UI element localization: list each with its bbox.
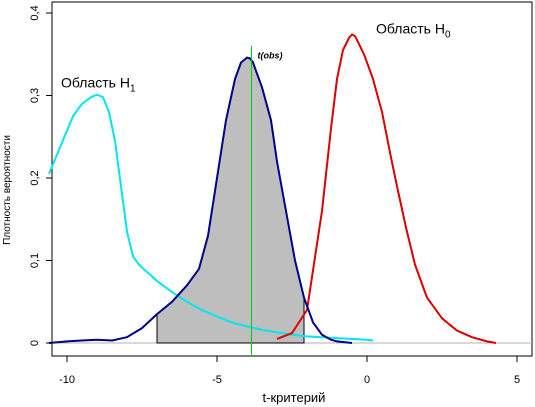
series-line-h0 xyxy=(276,33,497,344)
plot-frame xyxy=(51,1,533,357)
x-tick-label: -10 xyxy=(59,374,75,386)
y-tick-label: 0 xyxy=(29,340,41,346)
region-label-h0: Область H0 xyxy=(376,21,451,41)
x-tick-label: 0 xyxy=(364,374,370,386)
region-label-h1: Область H1 xyxy=(61,74,136,94)
y-axis-label: Плотность вероятности xyxy=(2,135,13,245)
y-tick-label: 0,3 xyxy=(29,88,41,103)
x-axis-label: t-критерий xyxy=(263,390,326,405)
x-tick-label: -5 xyxy=(212,374,222,386)
y-tick-label: 0,1 xyxy=(29,253,41,268)
y-tick-label: 0,4 xyxy=(29,5,41,20)
t-obs-label: t(obs) xyxy=(258,50,283,60)
series-line-h1 xyxy=(48,93,374,342)
y-tick-label: 0,2 xyxy=(29,170,41,185)
series-line-middle xyxy=(48,56,353,344)
x-tick-label: 5 xyxy=(514,374,520,386)
